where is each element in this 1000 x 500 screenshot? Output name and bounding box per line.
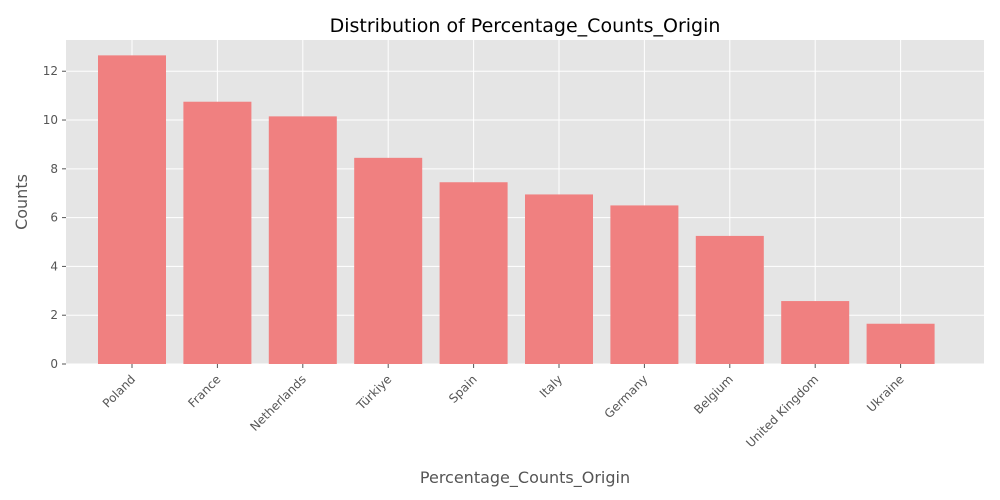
- bar: [268, 116, 337, 364]
- x-tick-label: France: [185, 372, 223, 410]
- x-axis-ticks: Poland France Netherlands Türkiye Spain Italy…: [100, 364, 907, 450]
- bars: [98, 55, 935, 365]
- x-tick-label: Germany: [602, 372, 651, 421]
- y-tick-label: 0: [50, 357, 58, 371]
- bar: [525, 194, 593, 364]
- y-tick-label: 4: [50, 259, 58, 273]
- x-tick-label: Spain: [446, 372, 480, 406]
- y-tick-label: 12: [43, 64, 58, 78]
- bar: [439, 182, 508, 364]
- y-axis-title: Counts: [12, 174, 31, 230]
- bar: [695, 235, 764, 364]
- bar: [866, 323, 935, 364]
- chart-title: Distribution of Percentage_Counts_Origin: [330, 15, 721, 37]
- bar: [781, 301, 850, 364]
- x-tick-label: Poland: [100, 372, 138, 410]
- x-tick-label: Belgium: [691, 372, 736, 417]
- y-tick-label: 10: [43, 113, 58, 127]
- y-tick-label: 6: [50, 211, 58, 225]
- x-tick-label: Italy: [537, 372, 565, 400]
- y-tick-label: 8: [50, 162, 58, 176]
- bar: [610, 205, 679, 364]
- bar: [354, 157, 423, 364]
- x-axis-title: Percentage_Counts_Origin: [420, 468, 630, 488]
- bar: [183, 101, 252, 365]
- y-axis-ticks: 0 2 4 6 8 10 12: [43, 64, 66, 371]
- x-tick-label: Ukraine: [864, 372, 907, 415]
- x-tick-label: United Kingdom: [743, 372, 821, 450]
- x-tick-label: Türkiye: [353, 372, 394, 413]
- y-tick-label: 2: [50, 308, 58, 322]
- bar: [98, 55, 166, 364]
- x-tick-label: Netherlands: [247, 372, 309, 434]
